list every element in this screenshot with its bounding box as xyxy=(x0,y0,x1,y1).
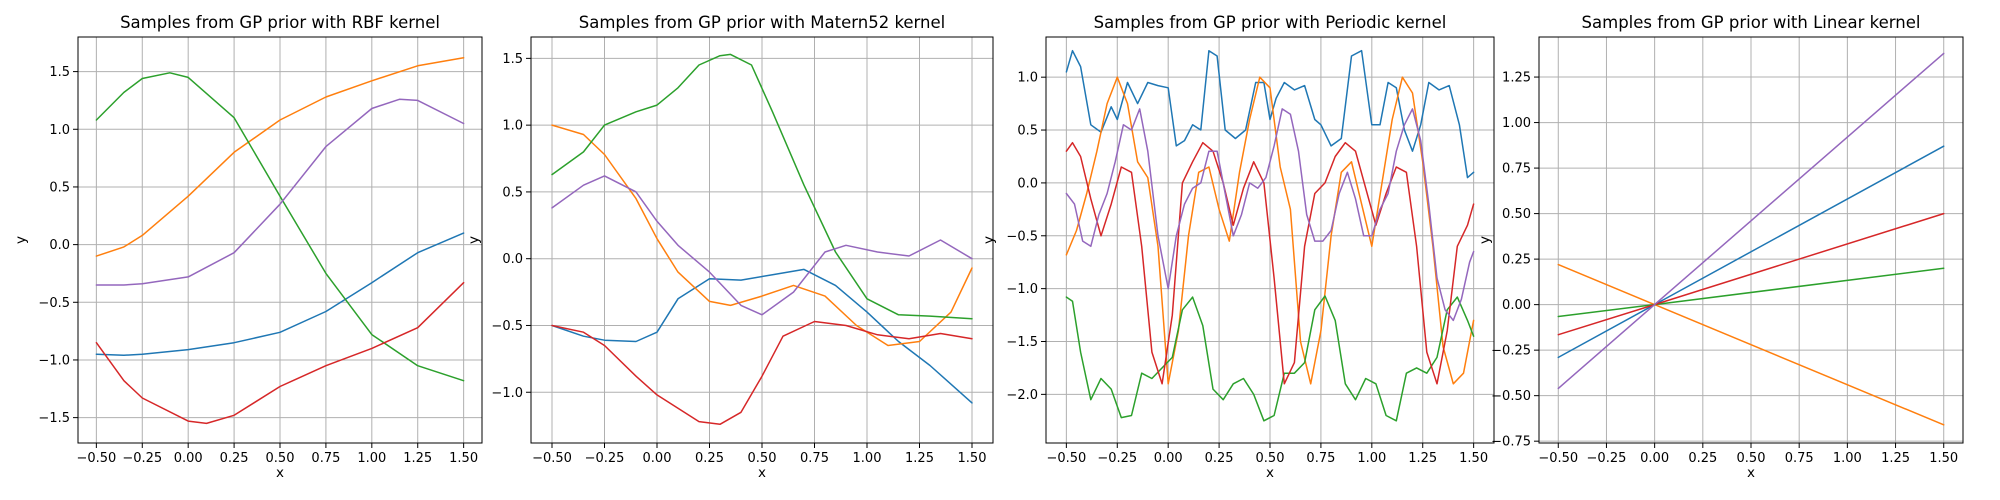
x-tick-label: 1.25 xyxy=(1408,451,1437,466)
x-tick-label: 0.25 xyxy=(1688,451,1717,466)
y-tick-label: 0.75 xyxy=(1502,162,1531,177)
x-tick-label: −0.50 xyxy=(532,451,572,466)
x-tick-label: 0.75 xyxy=(311,451,340,466)
x-tick-label: 0.25 xyxy=(1205,451,1234,466)
x-tick-label: 1.00 xyxy=(853,451,882,466)
y-tick-label: 1.00 xyxy=(1502,116,1531,131)
chart-title: Samples from GP prior with Periodic kern… xyxy=(1094,13,1447,32)
y-tick-label: 0.5 xyxy=(502,185,523,200)
y-tick-label: −0.75 xyxy=(1491,435,1531,450)
x-axis-label: x xyxy=(1266,465,1274,481)
y-axis-label: y xyxy=(13,236,29,244)
x-tick-label: −0.25 xyxy=(1097,451,1137,466)
series-line-4 xyxy=(551,320,973,426)
x-tick-label: 0.00 xyxy=(1154,451,1183,466)
y-tick-label: 0.25 xyxy=(1502,253,1531,268)
y-tick-label: −0.5 xyxy=(1006,229,1038,244)
chart-title: Samples from GP prior with Linear kernel xyxy=(1582,13,1921,32)
x-tick-label: 0.50 xyxy=(748,451,777,466)
x-tick-label: 0.75 xyxy=(1785,451,1814,466)
y-tick-label: 0.0 xyxy=(1017,176,1038,191)
x-tick-label: −0.25 xyxy=(1587,451,1627,466)
y-tick-label: −0.25 xyxy=(1491,344,1531,359)
y-tick-label: −2.0 xyxy=(1006,388,1038,403)
series-line-4 xyxy=(1065,141,1475,385)
x-tick-label: 1.25 xyxy=(403,451,432,466)
x-axis-label: x xyxy=(758,465,766,481)
x-tick-label: 0.75 xyxy=(1306,451,1335,466)
series-line-3 xyxy=(551,53,973,320)
x-tick-label: 0.00 xyxy=(174,451,203,466)
y-tick-label: 1.0 xyxy=(1017,71,1038,86)
series-line-3 xyxy=(1065,295,1475,422)
chart-2: −0.50 −0.25 0.00 0.25 0.50 0.75 1.00 1.25 1.50 −1… xyxy=(466,13,994,481)
x-tick-label: 1.00 xyxy=(1357,451,1386,466)
x-tick-label: 0.00 xyxy=(1640,451,1669,466)
x-tick-label: 0.50 xyxy=(266,451,295,466)
chart-4: −0.50 −0.25 0.00 0.25 0.50 0.75 1.00 1.25 1.50 −0… xyxy=(1477,13,1964,481)
series-line-1 xyxy=(95,232,465,357)
y-tick-label: 1.5 xyxy=(49,65,70,80)
y-axis-label: y xyxy=(981,236,997,244)
x-tick-label: 1.00 xyxy=(357,451,386,466)
x-tick-label: 0.50 xyxy=(1737,451,1766,466)
x-tick-label: 1.50 xyxy=(958,451,987,466)
x-tick-label: −0.50 xyxy=(76,451,116,466)
series-line-2 xyxy=(551,124,973,347)
series-line-2 xyxy=(1065,76,1475,385)
x-tick-label: −0.25 xyxy=(585,451,625,466)
series-line-3 xyxy=(95,72,465,382)
y-tick-label: 1.0 xyxy=(49,123,70,138)
y-tick-label: 1.25 xyxy=(1502,71,1531,86)
y-tick-label: −1.0 xyxy=(491,386,523,401)
chart-3: −0.50 −0.25 0.00 0.25 0.50 0.75 1.00 1.25 1.50 −2… xyxy=(981,13,1495,481)
chart-1: −0.50 −0.25 0.00 0.25 0.50 0.75 1.00 1.25 1.50 −1… xyxy=(13,13,483,481)
series-line-5 xyxy=(95,98,465,286)
x-tick-label: −0.50 xyxy=(1538,451,1578,466)
y-tick-label: −0.5 xyxy=(38,296,70,311)
y-tick-label: −1.5 xyxy=(1006,335,1038,350)
x-axis-label: x xyxy=(1747,465,1755,481)
y-tick-label: 0.00 xyxy=(1502,298,1531,313)
x-tick-label: 0.50 xyxy=(1256,451,1285,466)
x-tick-label: 1.50 xyxy=(1459,451,1488,466)
chart-title: Samples from GP prior with RBF kernel xyxy=(120,13,440,32)
y-tick-label: 0.5 xyxy=(1017,124,1038,139)
chart-title: Samples from GP prior with Matern52 kern… xyxy=(579,13,946,32)
y-tick-label: 1.5 xyxy=(502,52,523,67)
x-tick-label: 0.00 xyxy=(643,451,672,466)
series-line-5 xyxy=(1557,52,1945,390)
series-line-5 xyxy=(551,175,973,316)
x-tick-label: 0.25 xyxy=(220,451,249,466)
x-tick-label: −0.25 xyxy=(122,451,162,466)
x-tick-label: 1.25 xyxy=(905,451,934,466)
y-axis-label: y xyxy=(1477,236,1493,244)
y-tick-label: 0.50 xyxy=(1502,207,1531,222)
x-tick-label: 1.50 xyxy=(449,451,478,466)
x-tick-label: 0.25 xyxy=(695,451,724,466)
series-line-1 xyxy=(1065,49,1475,179)
y-tick-label: 0.0 xyxy=(49,238,70,253)
x-tick-label: 1.50 xyxy=(1929,451,1958,466)
y-tick-label: 1.0 xyxy=(502,119,523,134)
y-tick-label: −1.0 xyxy=(1006,282,1038,297)
y-tick-label: 0.0 xyxy=(502,252,523,267)
x-tick-label: 1.25 xyxy=(1881,451,1910,466)
y-tick-label: −0.50 xyxy=(1491,389,1531,404)
y-tick-label: −0.5 xyxy=(491,319,523,334)
x-tick-label: −0.50 xyxy=(1046,451,1086,466)
y-tick-label: −1.5 xyxy=(38,411,70,426)
series-line-1 xyxy=(551,268,973,404)
x-axis-label: x xyxy=(276,465,284,481)
series-line-5 xyxy=(1065,108,1475,322)
y-tick-label: 0.5 xyxy=(49,180,70,195)
x-tick-label: 1.00 xyxy=(1833,451,1862,466)
series-line-4 xyxy=(95,281,465,425)
x-tick-label: 0.75 xyxy=(800,451,829,466)
y-tick-label: −1.0 xyxy=(38,353,70,368)
series-line-2 xyxy=(95,57,465,257)
y-axis-label: y xyxy=(466,236,482,244)
